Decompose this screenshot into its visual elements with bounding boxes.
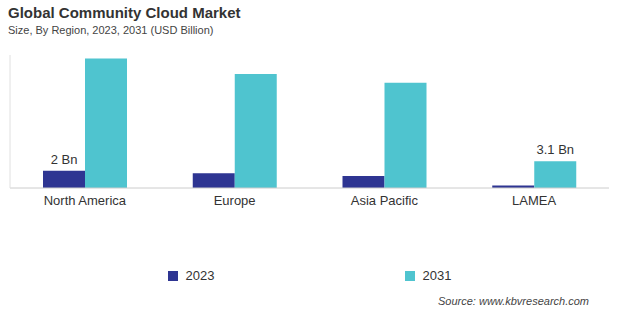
svg-text:3.1 Bn: 3.1 Bn <box>536 142 574 157</box>
svg-text:Asia Pacific: Asia Pacific <box>351 193 419 208</box>
html-text:Source: www.kbvresearch.com: Source: www.kbvresearch.com <box>438 295 589 307</box>
html-text:2031: 2031 <box>422 268 452 283</box>
svg-text:LAMEA: LAMEA <box>512 193 556 208</box>
html-text:2023: 2023 <box>185 268 215 283</box>
svg-text:2 Bn: 2 Bn <box>51 152 78 167</box>
html-text:Global Community Cloud Market: Global Community Cloud Market <box>8 4 241 21</box>
svg-text:Europe: Europe <box>214 193 256 208</box>
html-text:Size, By Region, 2023, 2031 (U: Size, By Region, 2023, 2031 (USD Billion… <box>8 24 214 36</box>
svg-text:North America: North America <box>44 193 127 208</box>
